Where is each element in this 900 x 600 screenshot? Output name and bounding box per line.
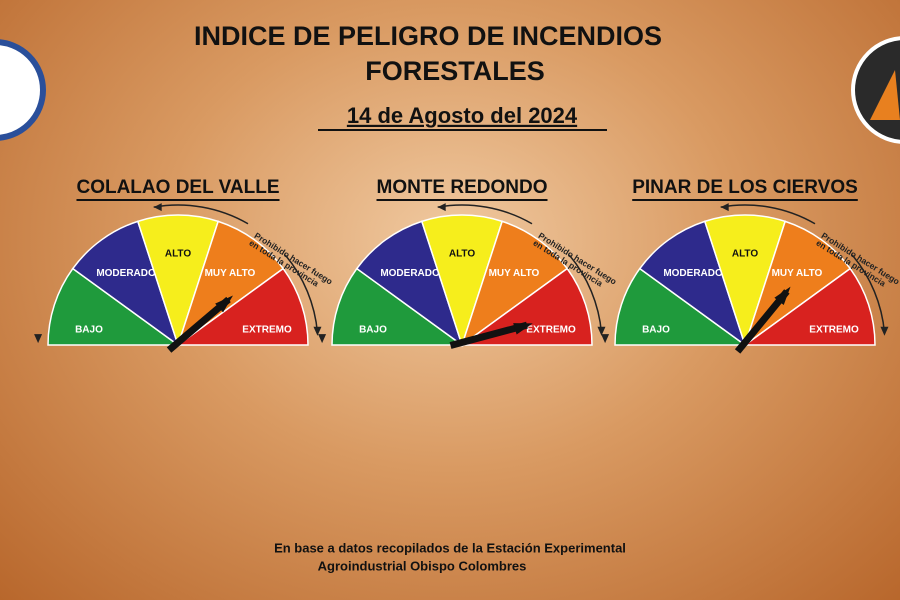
needle-shaft [166, 296, 231, 353]
arrow-head [34, 334, 43, 344]
level-label: MUY ALTO [489, 268, 540, 279]
arrow-head [720, 203, 729, 212]
level-sector [47, 267, 181, 346]
gauge-name: PINAR DE LOS CIERVOS [632, 177, 858, 198]
arrow-head [597, 326, 606, 336]
needle [449, 321, 533, 349]
arrow-head [601, 334, 610, 344]
gauge-name: COLALAO DEL VALLE [76, 177, 279, 198]
level-label: MODERADO [663, 268, 723, 279]
logo-right-shape [870, 70, 900, 120]
level-label: MUY ALTO [205, 268, 256, 279]
level-sector [638, 220, 747, 347]
needle-head [774, 286, 791, 306]
level-sector [614, 267, 748, 346]
level-sector [703, 214, 787, 348]
level-sector [175, 267, 309, 346]
level-label: EXTREMO [809, 325, 859, 336]
arc-arrow [720, 204, 816, 225]
title-line: INDICE DE PELIGRO DE INCENDIOS [194, 21, 662, 51]
level-sector [420, 214, 504, 348]
gauge-name: MONTE REDONDO [377, 177, 548, 198]
level-label: ALTO [165, 249, 192, 260]
footer-line: Agroindustrial Obispo Colombres [318, 558, 527, 573]
needle-shaft [734, 289, 790, 354]
gauge: PINAR DE LOS CIERVOS BAJO MODERADO ALTO MUY … [601, 177, 900, 354]
gauge: MONTE REDONDO BAJO MODERADO ALTO MUY ALTO EXT… [318, 177, 618, 349]
level-label: BAJO [359, 325, 387, 336]
needle-shaft [449, 321, 528, 349]
needle-head [215, 295, 233, 313]
level-sector [355, 220, 464, 347]
arrow-head [153, 203, 162, 212]
level-sector [176, 220, 285, 347]
level-sector [71, 220, 180, 347]
level-label: ALTO [732, 249, 759, 260]
level-sector [136, 214, 220, 348]
arc-arrow [284, 254, 319, 333]
footer-line: En base a datos recopilados de la Estaci… [274, 540, 626, 555]
logo-left [0, 39, 46, 141]
arc-arrow [568, 254, 603, 333]
arc-arrow [851, 254, 886, 333]
gauges: COLALAO DEL VALLE BAJO MODERADO ALTO MUY ALT… [34, 177, 900, 354]
gauge: COLALAO DEL VALLE BAJO MODERADO ALTO MUY ALT… [34, 177, 334, 353]
arc-arrow [437, 204, 533, 225]
level-label: MODERADO [96, 268, 156, 279]
date: 14 de Agosto del 2024 [347, 103, 578, 128]
needle-head [513, 323, 533, 335]
title-line: FORESTALES [365, 56, 545, 86]
level-label: MODERADO [380, 268, 440, 279]
arrow-head [437, 203, 446, 212]
level-label: EXTREMO [526, 325, 576, 336]
level-sector [331, 267, 465, 346]
level-sector [742, 267, 876, 346]
level-sector [459, 267, 593, 346]
arrow-head [880, 326, 889, 336]
level-label: BAJO [642, 325, 670, 336]
arc-arrow [153, 204, 249, 225]
level-label: BAJO [75, 325, 103, 336]
level-label: ALTO [449, 249, 476, 260]
arrow-head [313, 326, 322, 336]
needle [166, 295, 233, 353]
needle [734, 286, 791, 354]
level-sector [460, 220, 569, 347]
level-label: MUY ALTO [772, 268, 823, 279]
level-label: EXTREMO [242, 325, 292, 336]
arrow-head [318, 334, 327, 344]
